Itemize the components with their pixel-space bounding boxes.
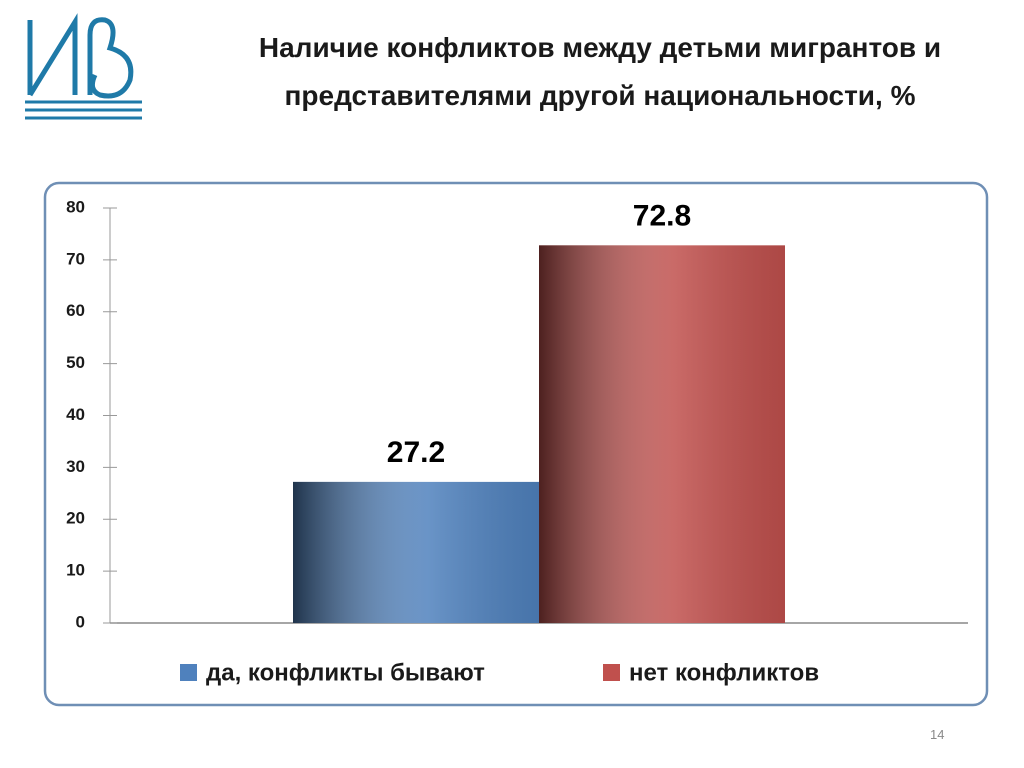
chart-title: Наличие конфликтов между детьми мигранто…: [258, 32, 942, 111]
y-tick-label: 80: [66, 197, 85, 216]
chart-frame: [43, 181, 989, 707]
legend-label: да, конфликты бывают: [206, 659, 485, 686]
slide-number: 14: [930, 727, 945, 742]
bar-shading: [293, 481, 539, 623]
legend-swatch: [180, 664, 197, 681]
y-tick-label: 30: [66, 457, 85, 476]
logo: [25, 13, 142, 120]
value-label: 72.8: [633, 199, 691, 232]
y-tick-label: 10: [66, 561, 85, 580]
bar-shading: [539, 245, 785, 623]
y-tick-label: 0: [76, 612, 85, 631]
value-label: 27.2: [387, 436, 445, 469]
y-tick-label: 50: [66, 353, 85, 372]
legend-swatch: [603, 664, 620, 681]
y-tick-label: 70: [66, 249, 85, 268]
y-tick-label: 40: [66, 405, 85, 424]
y-tick-label: 60: [66, 301, 85, 320]
y-tick-label: 20: [66, 509, 85, 528]
legend-label: нет конфликтов: [629, 659, 819, 686]
